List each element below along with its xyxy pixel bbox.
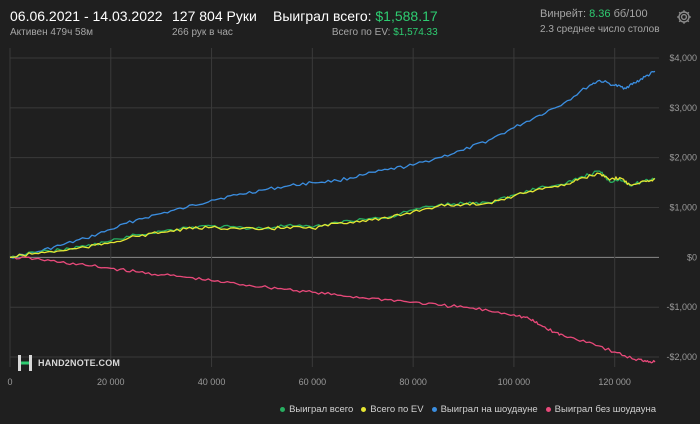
total-won: Выиграл всего: $1,588.17 [273,8,438,24]
legend-label: Всего по EV [370,404,424,415]
legend-item[interactable]: Выиграл на шоудауне [431,404,538,415]
x-tick-label: 20 000 [97,377,125,387]
total-won-label: Выиграл всего: [273,8,372,24]
x-tick-label: 60 000 [299,377,327,387]
active-time: Активен 479ч 58м [10,27,94,38]
winnings-block: Выиграл всего: $1,588.17 Всего по EV: $1… [273,8,438,38]
total-ev-label: Всего по EV: [331,27,391,38]
legend-item[interactable]: Выиграл без шоудауна [545,404,656,415]
series-line [9,255,656,364]
winrate-unit: бб/100 [613,8,648,20]
x-tick-label: 100 000 [498,377,531,387]
x-tick-label: 40 000 [198,377,226,387]
hand2note-logo: HAND2NOTE.COM [17,354,120,372]
axis-layer: $4,000 $3,000 $2,000 $1,000 $0 -$1,000 -$2,000… [7,53,697,387]
legend-dot-icon [431,406,437,412]
winrate-block: Винрейт: 8.36 бб/100 2.3 среднее число с… [540,8,660,35]
y-tick-label: $4,000 [669,53,697,63]
hands-per-hour: 266 рук в час [172,27,233,38]
hands-block: 127 804 Руки 266 рук в час [172,8,257,38]
y-tick-label: $1,000 [669,203,697,213]
total-won-value: $1,588.17 [375,8,438,24]
winrate: Винрейт: 8.36 бб/100 [540,8,660,20]
logo-text: HAND2NOTE.COM [38,358,121,368]
legend-dot-icon [280,406,286,412]
series-line [9,70,656,259]
y-tick-label: $2,000 [669,153,697,163]
series-layer [9,70,656,364]
series-line [9,170,656,258]
legend-dot-icon [361,406,367,412]
hands-count: 127 804 Руки [172,8,257,24]
date-range-block: 06.06.2021 - 14.03.2022 Активен 479ч 58м [10,8,163,38]
summary-header: 06.06.2021 - 14.03.2022 Активен 479ч 58м… [0,0,700,46]
legend-item[interactable]: Всего по EV [361,404,424,415]
date-range: 06.06.2021 - 14.03.2022 [10,8,163,24]
y-tick-label: $0 [687,252,697,262]
legend-label: Выиграл без шоудауна [554,404,656,415]
winrate-value: 8.36 [589,8,611,20]
legend-label: Выиграл на шоудауне [440,404,538,415]
gear-icon[interactable] [676,9,692,25]
series-line [9,172,656,258]
legend-label: Выиграл всего [289,404,354,415]
chart-legend: Выиграл всего Всего по EV Выиграл на шоуда… [272,404,656,415]
avg-tables: 2.3 среднее число столов [540,24,660,35]
legend-item[interactable]: Выиграл всего [280,404,353,415]
winrate-label: Винрейт: [540,8,587,20]
h2n-logo-icon [18,355,32,371]
total-ev: Всего по EV: $1,574.33 [273,27,438,38]
x-tick-label: 80 000 [399,377,427,387]
x-tick-label: 120 000 [598,377,631,387]
y-tick-label: -$1,000 [666,302,697,312]
total-ev-value: $1,574.33 [393,27,438,38]
profit-chart: $4,000 $3,000 $2,000 $1,000 $0 -$1,000 -$2,000… [7,48,697,387]
x-tick-label: 0 [7,377,12,387]
legend-dot-icon [545,406,551,412]
y-tick-label: $3,000 [669,103,697,113]
y-tick-label: -$2,000 [666,352,697,362]
grid-layer [9,48,659,367]
